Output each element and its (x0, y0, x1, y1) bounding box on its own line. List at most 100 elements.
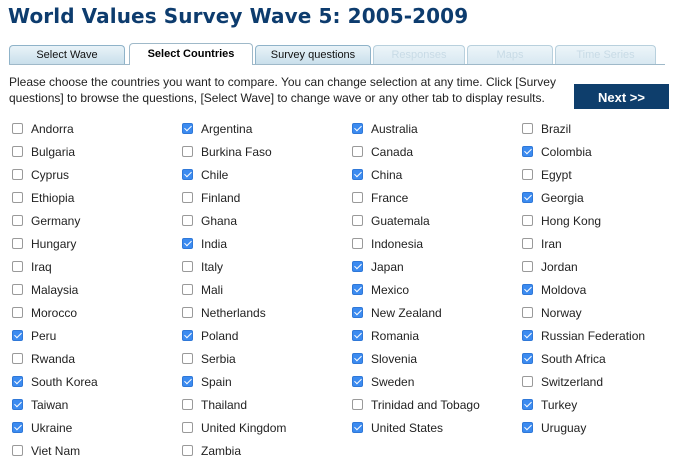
country-item[interactable]: Japan (352, 255, 522, 278)
country-checkbox[interactable] (522, 330, 533, 341)
country-checkbox[interactable] (12, 123, 23, 134)
country-item[interactable]: Canada (352, 140, 522, 163)
country-item[interactable]: Morocco (12, 301, 182, 324)
country-checkbox[interactable] (182, 330, 193, 341)
country-item[interactable]: United Kingdom (182, 416, 352, 439)
next-button[interactable]: Next >> (574, 84, 669, 109)
country-item[interactable]: Spain (182, 370, 352, 393)
country-checkbox[interactable] (182, 238, 193, 249)
country-item[interactable]: Georgia (522, 186, 692, 209)
country-checkbox[interactable] (182, 169, 193, 180)
country-item[interactable]: Bulgaria (12, 140, 182, 163)
country-item[interactable]: Zambia (182, 439, 352, 462)
country-checkbox[interactable] (12, 261, 23, 272)
country-item[interactable]: Uruguay (522, 416, 692, 439)
country-checkbox[interactable] (12, 169, 23, 180)
country-item[interactable]: Trinidad and Tobago (352, 393, 522, 416)
country-item[interactable]: Moldova (522, 278, 692, 301)
country-item[interactable]: Andorra (12, 117, 182, 140)
country-checkbox[interactable] (182, 399, 193, 410)
country-item[interactable]: Hong Kong (522, 209, 692, 232)
country-checkbox[interactable] (352, 123, 363, 134)
country-item[interactable]: Mali (182, 278, 352, 301)
country-checkbox[interactable] (352, 215, 363, 226)
country-checkbox[interactable] (522, 192, 533, 203)
country-item[interactable]: Iran (522, 232, 692, 255)
tab-select-wave[interactable]: Select Wave (9, 45, 125, 64)
country-checkbox[interactable] (12, 238, 23, 249)
country-checkbox[interactable] (522, 284, 533, 295)
country-item[interactable]: China (352, 163, 522, 186)
country-item[interactable]: Indonesia (352, 232, 522, 255)
country-item[interactable]: France (352, 186, 522, 209)
country-item[interactable]: United States (352, 416, 522, 439)
country-checkbox[interactable] (12, 284, 23, 295)
country-item[interactable]: Taiwan (12, 393, 182, 416)
country-checkbox[interactable] (182, 353, 193, 364)
country-item[interactable]: Thailand (182, 393, 352, 416)
country-checkbox[interactable] (182, 123, 193, 134)
country-checkbox[interactable] (352, 307, 363, 318)
country-item[interactable]: Iraq (12, 255, 182, 278)
country-checkbox[interactable] (182, 445, 193, 456)
country-checkbox[interactable] (182, 261, 193, 272)
country-item[interactable]: Germany (12, 209, 182, 232)
country-item[interactable]: South Africa (522, 347, 692, 370)
country-checkbox[interactable] (352, 284, 363, 295)
country-checkbox[interactable] (182, 307, 193, 318)
country-item[interactable]: Peru (12, 324, 182, 347)
country-checkbox[interactable] (352, 146, 363, 157)
country-item[interactable]: Turkey (522, 393, 692, 416)
country-checkbox[interactable] (522, 215, 533, 226)
country-item[interactable]: Colombia (522, 140, 692, 163)
country-item[interactable]: Guatemala (352, 209, 522, 232)
country-item[interactable]: Slovenia (352, 347, 522, 370)
country-item[interactable]: Egypt (522, 163, 692, 186)
country-item[interactable]: Malaysia (12, 278, 182, 301)
country-checkbox[interactable] (522, 376, 533, 387)
country-item[interactable]: Ghana (182, 209, 352, 232)
country-checkbox[interactable] (352, 261, 363, 272)
country-item[interactable]: Poland (182, 324, 352, 347)
country-item[interactable]: Australia (352, 117, 522, 140)
country-checkbox[interactable] (352, 353, 363, 364)
country-item[interactable]: Switzerland (522, 370, 692, 393)
country-checkbox[interactable] (522, 146, 533, 157)
country-item[interactable]: Jordan (522, 255, 692, 278)
country-item[interactable]: Cyprus (12, 163, 182, 186)
country-checkbox[interactable] (352, 238, 363, 249)
country-item[interactable]: Serbia (182, 347, 352, 370)
country-item[interactable]: Romania (352, 324, 522, 347)
tab-select-countries[interactable]: Select Countries (129, 43, 253, 65)
country-item[interactable]: Finland (182, 186, 352, 209)
country-checkbox[interactable] (12, 307, 23, 318)
country-checkbox[interactable] (352, 192, 363, 203)
country-checkbox[interactable] (12, 330, 23, 341)
country-item[interactable]: Chile (182, 163, 352, 186)
tab-survey-questions[interactable]: Survey questions (255, 45, 371, 64)
country-item[interactable]: Italy (182, 255, 352, 278)
country-item[interactable]: Rwanda (12, 347, 182, 370)
country-item[interactable]: Ethiopia (12, 186, 182, 209)
country-checkbox[interactable] (352, 376, 363, 387)
country-checkbox[interactable] (182, 376, 193, 387)
country-item[interactable]: India (182, 232, 352, 255)
country-checkbox[interactable] (12, 215, 23, 226)
country-item[interactable]: Sweden (352, 370, 522, 393)
country-item[interactable]: Argentina (182, 117, 352, 140)
country-checkbox[interactable] (12, 445, 23, 456)
country-item[interactable]: Mexico (352, 278, 522, 301)
country-checkbox[interactable] (12, 353, 23, 364)
country-item[interactable]: Viet Nam (12, 439, 182, 462)
country-checkbox[interactable] (522, 238, 533, 249)
country-checkbox[interactable] (522, 123, 533, 134)
country-item[interactable]: Russian Federation (522, 324, 692, 347)
country-checkbox[interactable] (352, 422, 363, 433)
country-checkbox[interactable] (522, 307, 533, 318)
country-checkbox[interactable] (182, 422, 193, 433)
country-checkbox[interactable] (352, 169, 363, 180)
country-checkbox[interactable] (522, 261, 533, 272)
country-checkbox[interactable] (12, 422, 23, 433)
country-item[interactable]: Netherlands (182, 301, 352, 324)
country-checkbox[interactable] (522, 399, 533, 410)
